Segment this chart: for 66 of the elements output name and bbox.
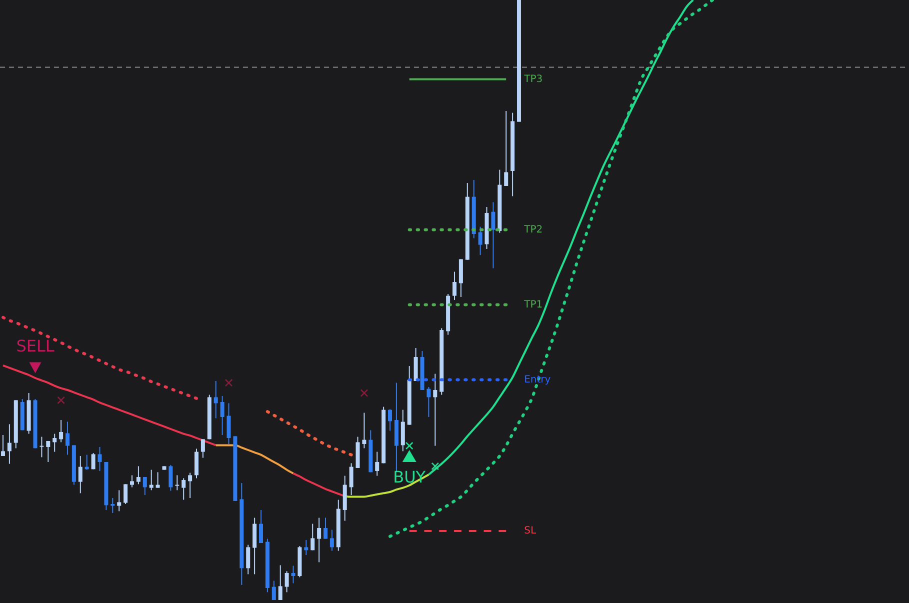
point bbox=[360, 389, 368, 397]
candlestick bbox=[78, 456, 82, 494]
candlestick bbox=[478, 226, 482, 256]
point bbox=[57, 396, 65, 404]
candlestick bbox=[194, 448, 198, 479]
candlestick bbox=[433, 373, 438, 446]
candlestick bbox=[124, 484, 128, 504]
candlestick bbox=[1, 434, 5, 456]
candlestick bbox=[458, 258, 463, 298]
series-label: TP1 bbox=[523, 300, 543, 311]
candlestick bbox=[46, 440, 50, 462]
candlestick bbox=[375, 451, 380, 476]
candlestick bbox=[149, 469, 154, 491]
candlestick bbox=[130, 474, 134, 488]
point bbox=[431, 462, 440, 470]
candlestick bbox=[188, 472, 192, 498]
point bbox=[29, 362, 42, 374]
candlestick bbox=[504, 110, 508, 186]
candlestick bbox=[259, 510, 263, 544]
candlestick bbox=[452, 271, 456, 300]
candlestick bbox=[168, 464, 173, 492]
candlestick bbox=[66, 421, 70, 456]
candlestick bbox=[200, 438, 205, 458]
candlestick bbox=[414, 348, 418, 382]
series-label: Entry bbox=[524, 374, 551, 386]
candlestick bbox=[426, 386, 431, 418]
candlestick bbox=[182, 478, 186, 500]
candlestick bbox=[400, 409, 405, 452]
candlestick bbox=[98, 446, 102, 472]
candlestick bbox=[175, 474, 180, 491]
candlestick bbox=[110, 498, 115, 514]
candlestick bbox=[304, 540, 308, 556]
candlestick bbox=[324, 517, 328, 540]
point bbox=[224, 378, 233, 387]
candlestick bbox=[156, 472, 160, 488]
candlestick bbox=[278, 564, 282, 600]
candlestick bbox=[59, 420, 64, 443]
candlestick bbox=[91, 452, 96, 470]
series-label: BUY bbox=[393, 467, 426, 486]
candlestick bbox=[330, 529, 334, 552]
point bbox=[402, 450, 416, 462]
point bbox=[405, 442, 414, 450]
series-label: TP2 bbox=[523, 224, 543, 236]
candlestick bbox=[40, 436, 44, 458]
series-label: SELL bbox=[16, 336, 54, 356]
candlestick bbox=[388, 408, 392, 432]
candlestick bbox=[136, 466, 140, 485]
candlestick bbox=[317, 517, 322, 563]
candlestick bbox=[220, 396, 224, 436]
candlestick bbox=[52, 433, 57, 452]
series-label: SL bbox=[524, 526, 536, 537]
candlestick bbox=[491, 202, 496, 269]
candlestick bbox=[7, 424, 12, 464]
candlestick bbox=[362, 412, 366, 449]
candlestick bbox=[214, 380, 218, 419]
candlestick bbox=[272, 580, 276, 600]
candlestick bbox=[252, 517, 257, 575]
candlestick bbox=[349, 462, 354, 496]
series-label: TP3 bbox=[523, 74, 543, 85]
candlestick bbox=[142, 476, 147, 496]
candlestick bbox=[310, 523, 315, 551]
candlestick bbox=[246, 544, 250, 575]
candlestick bbox=[291, 565, 296, 584]
candlestick bbox=[226, 402, 231, 444]
candlestick bbox=[284, 570, 289, 593]
candlestick bbox=[117, 490, 122, 512]
